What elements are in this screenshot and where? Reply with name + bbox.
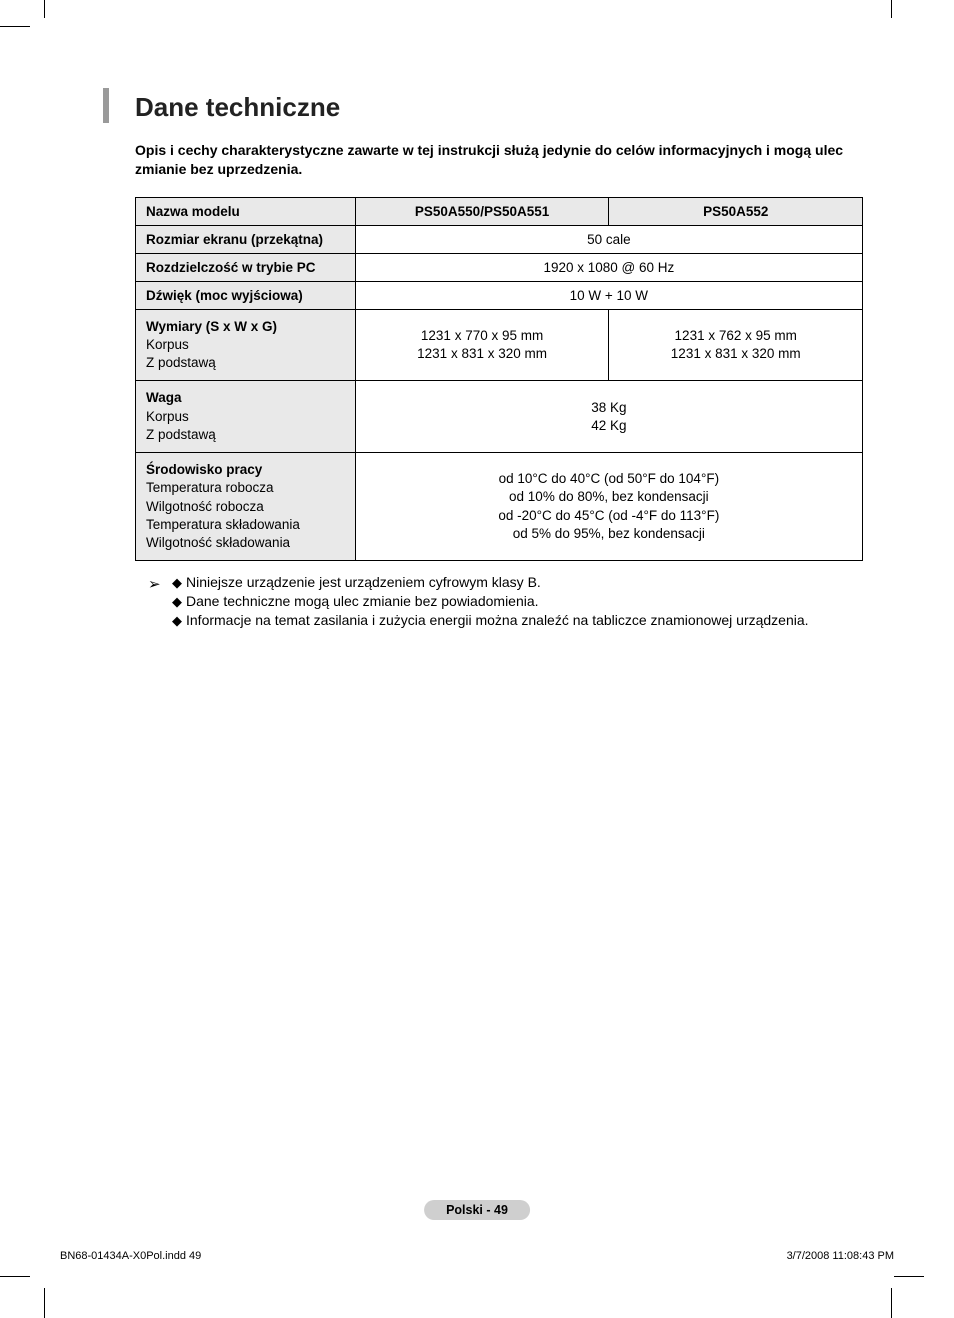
row-label-dims: Wymiary (S x W x G) Korpus Z podstawą: [136, 309, 356, 381]
row-val-pc: 1920 x 1080 @ 60 Hz: [355, 253, 862, 281]
row-val-env: od 10°C do 40°C (od 50°F do 104°F) od 10…: [355, 453, 862, 561]
table-row: Rozdzielczość w trybie PC 1920 x 1080 @ …: [136, 253, 863, 281]
page-title: Dane techniczne: [135, 88, 340, 123]
row-val-dims-a: 1231 x 770 x 95 mm 1231 x 831 x 320 mm: [355, 309, 609, 381]
crop-mark: [894, 1276, 924, 1277]
table-row: Wymiary (S x W x G) Korpus Z podstawą 12…: [136, 309, 863, 381]
table-row: Nazwa modelu PS50A550/PS50A551 PS50A552: [136, 197, 863, 225]
diamond-icon: ◆: [172, 575, 182, 590]
arrow-icon: ➢: [148, 575, 161, 593]
note-line: ◆Informacje na temat zasilania i zużycia…: [189, 611, 852, 630]
header-model-a: PS50A550/PS50A551: [355, 197, 609, 225]
crop-mark: [0, 26, 30, 27]
dims-sub2: Z podstawą: [146, 354, 345, 372]
title-accent-bar: [103, 88, 109, 123]
dims-sub1: Korpus: [146, 336, 345, 354]
env-sub2: Wilgotność robocza: [146, 498, 345, 516]
env-sub3: Temperatura składowania: [146, 516, 345, 534]
weight-v2: 42 Kg: [591, 418, 626, 433]
title-block: Dane techniczne: [103, 88, 863, 123]
crop-mark: [0, 1276, 30, 1277]
content-area: Dane techniczne Opis i cechy charakterys…: [103, 88, 863, 561]
weight-sub2: Z podstawą: [146, 426, 345, 444]
env-v2: od 10% do 80%, bez kondensacji: [509, 489, 709, 504]
note-line: ◆ Niniejsze urządzenie jest urządzeniem c…: [172, 573, 852, 592]
note-line: ◆ Dane techniczne mogą ulec zmianie bez p…: [172, 592, 852, 611]
row-val-screen: 50 cale: [355, 225, 862, 253]
row-label-weight: Waga Korpus Z podstawą: [136, 381, 356, 453]
weight-label: Waga: [146, 389, 345, 407]
weight-sub1: Korpus: [146, 408, 345, 426]
note-3: Informacje na temat zasilania i zużycia …: [186, 612, 809, 628]
crop-mark: [891, 1288, 892, 1318]
row-label-sound: Dźwięk (moc wyjściowa): [136, 281, 356, 309]
env-label: Środowisko pracy: [146, 461, 345, 479]
dims-a2: 1231 x 831 x 320 mm: [417, 346, 547, 361]
crop-mark: [891, 0, 892, 18]
diamond-icon: ◆: [172, 613, 182, 628]
spec-table: Nazwa modelu PS50A550/PS50A551 PS50A552 …: [135, 197, 863, 561]
row-label-screen: Rozmiar ekranu (przekątna): [136, 225, 356, 253]
env-sub1: Temperatura robocza: [146, 479, 345, 497]
row-label-pc: Rozdzielczość w trybie PC: [136, 253, 356, 281]
note-1: Niniejsze urządzenie jest urządzeniem cy…: [186, 574, 541, 590]
table-row: Rozmiar ekranu (przekątna) 50 cale: [136, 225, 863, 253]
intro-paragraph: Opis i cechy charakterystyczne zawarte w…: [135, 141, 863, 179]
crop-mark: [44, 0, 45, 18]
dims-a1: 1231 x 770 x 95 mm: [421, 328, 543, 343]
env-sub4: Wilgotność składowania: [146, 534, 345, 552]
row-val-sound: 10 W + 10 W: [355, 281, 862, 309]
diamond-icon: ◆: [172, 594, 182, 609]
row-label-env: Środowisko pracy Temperatura robocza Wil…: [136, 453, 356, 561]
weight-v1: 38 Kg: [591, 400, 626, 415]
env-v4: od 5% do 95%, bez kondensacji: [513, 526, 705, 541]
note-2: Dane techniczne mogą ulec zmianie bez po…: [186, 593, 539, 609]
crop-mark: [44, 1288, 45, 1318]
header-model-b: PS50A552: [609, 197, 863, 225]
table-row: Dźwięk (moc wyjściowa) 10 W + 10 W: [136, 281, 863, 309]
env-v1: od 10°C do 40°C (od 50°F do 104°F): [499, 471, 719, 486]
dims-label: Wymiary (S x W x G): [146, 318, 345, 336]
env-v3: od -20°C do 45°C (od -4°F do 113°F): [498, 508, 719, 523]
header-model-label: Nazwa modelu: [136, 197, 356, 225]
footer-timestamp: 3/7/2008 11:08:43 PM: [787, 1250, 894, 1262]
page-number-badge: Polski - 49: [424, 1200, 530, 1220]
notes-block: ◆ Niniejsze urządzenie jest urządzeniem c…: [172, 573, 852, 630]
dims-b1: 1231 x 762 x 95 mm: [675, 328, 797, 343]
table-row: Środowisko pracy Temperatura robocza Wil…: [136, 453, 863, 561]
row-val-weight: 38 Kg 42 Kg: [355, 381, 862, 453]
row-val-dims-b: 1231 x 762 x 95 mm 1231 x 831 x 320 mm: [609, 309, 863, 381]
dims-b2: 1231 x 831 x 320 mm: [671, 346, 801, 361]
footer-filename: BN68-01434A-X0Pol.indd 49: [60, 1250, 201, 1262]
page: Dane techniczne Opis i cechy charakterys…: [0, 0, 954, 1318]
table-row: Waga Korpus Z podstawą 38 Kg 42 Kg: [136, 381, 863, 453]
